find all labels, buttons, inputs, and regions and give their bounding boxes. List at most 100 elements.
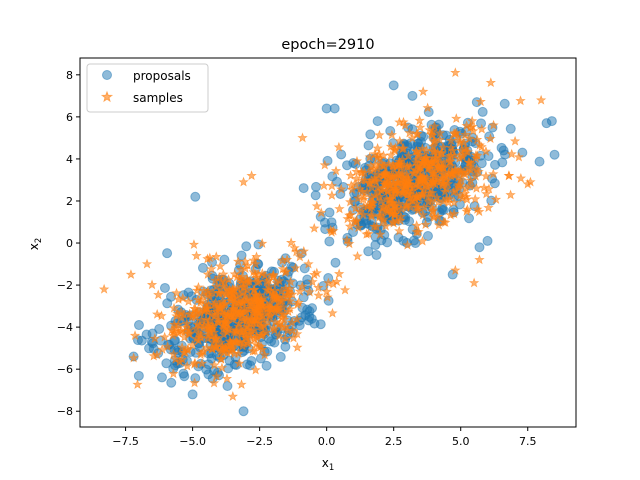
sample-point [183, 296, 194, 306]
sample-point [239, 303, 251, 314]
sample-point [257, 238, 268, 248]
sample-point [475, 96, 486, 107]
sample-point [255, 341, 267, 352]
sample-point [168, 348, 179, 359]
sample-point [417, 143, 428, 154]
sample-point [391, 161, 402, 172]
sample-point [410, 179, 422, 190]
sample-point [433, 219, 445, 230]
sample-point [204, 252, 216, 263]
y-axis-label: x2 [27, 238, 44, 251]
sample-point [434, 127, 446, 138]
y-axis: −8 −6 −4 −2 0 2 4 6 8 [57, 69, 80, 418]
sample-point [453, 181, 464, 192]
sample-point [282, 325, 293, 336]
proposal-point [363, 140, 374, 151]
sample-point [535, 94, 547, 105]
sample-point [407, 195, 418, 206]
sample-point [250, 293, 261, 304]
proposal-point [159, 282, 170, 293]
sample-point [351, 215, 362, 225]
sample-point [292, 342, 303, 352]
sample-point [509, 135, 521, 146]
sample-point [321, 286, 332, 297]
sample-point [242, 312, 254, 323]
sample-point [220, 343, 232, 354]
sample-point [188, 239, 200, 250]
sample-point [201, 342, 212, 353]
x-tick-label: −7.5 [112, 435, 139, 448]
sample-point [292, 299, 303, 310]
sample-point [445, 155, 456, 166]
sample-point [213, 316, 225, 327]
sample-point [335, 183, 347, 194]
sample-point [464, 180, 476, 191]
sample-point [437, 177, 449, 188]
sample-point [361, 228, 372, 239]
sample-point [415, 122, 426, 132]
sample-point [251, 332, 263, 343]
sample-point [297, 132, 308, 143]
sample-point [447, 145, 458, 156]
sample-point [399, 119, 411, 130]
sample-point [476, 123, 487, 134]
sample-point [261, 307, 273, 318]
proposal-point [549, 149, 560, 160]
sample-point [352, 192, 364, 203]
legend-samples-marker [100, 90, 114, 103]
sample-point [377, 202, 388, 213]
sample-point [385, 141, 397, 152]
proposal-point [154, 323, 165, 334]
sample-point [309, 222, 320, 233]
proposal-point [517, 147, 528, 158]
sample-point [428, 140, 439, 151]
y-tick-label: 6 [66, 111, 73, 124]
sample-point [443, 168, 454, 179]
sample-point [319, 159, 331, 170]
sample-point [358, 191, 370, 202]
sample-point [214, 260, 226, 271]
sample-point [505, 189, 516, 200]
sample-point [342, 213, 353, 224]
sample-point [400, 180, 412, 191]
sample-point [333, 268, 345, 279]
sample-point [474, 254, 485, 265]
proposal-point [534, 156, 545, 167]
sample-point [313, 282, 324, 293]
sample-point [459, 129, 471, 140]
sample-point [483, 202, 494, 213]
sample-point [210, 303, 221, 313]
legend-samples-label: samples [133, 91, 183, 105]
sample-point [394, 225, 405, 236]
sample-point [456, 174, 467, 185]
sample-point [397, 186, 409, 197]
sample-point [284, 303, 296, 314]
sample-point [472, 150, 483, 161]
sample-point [279, 309, 290, 320]
sample-point [159, 331, 170, 342]
sample-point [414, 115, 425, 125]
sample-point [417, 209, 429, 220]
sample-point [221, 373, 233, 384]
sample-point [271, 277, 282, 288]
sample-point [378, 169, 389, 180]
sample-point [181, 321, 192, 332]
sample-point [427, 168, 439, 179]
sample-point [98, 283, 110, 294]
sample-point [248, 317, 259, 328]
sample-point [254, 310, 265, 320]
sample-point [225, 340, 236, 351]
sample-point [452, 131, 463, 142]
sample-point [451, 113, 462, 124]
sample-point [129, 330, 141, 341]
sample-point [285, 237, 297, 248]
proposal-point [133, 370, 144, 381]
sample-point [193, 281, 204, 292]
proposal-point [310, 190, 321, 201]
sample-point [358, 201, 369, 212]
sample-point [366, 209, 377, 220]
proposal-point [166, 377, 177, 388]
sample-point [506, 148, 517, 159]
proposal-point [309, 318, 320, 329]
